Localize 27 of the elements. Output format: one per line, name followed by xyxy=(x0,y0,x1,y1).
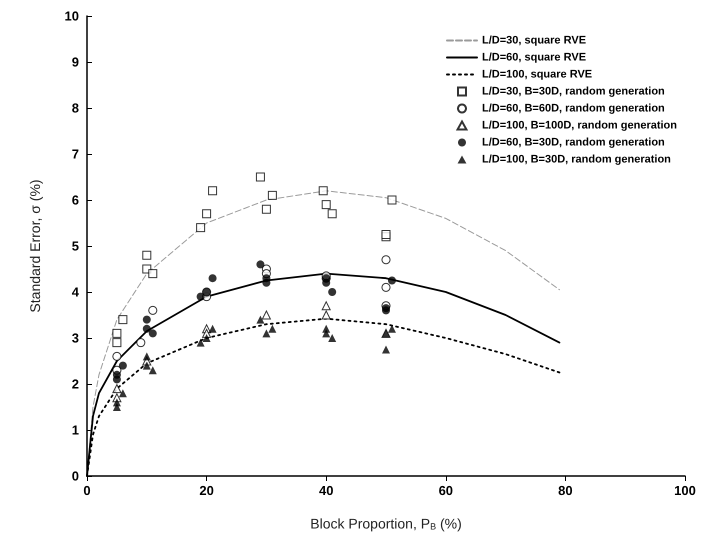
legend-label: L/D=100, square RVE xyxy=(482,68,592,80)
legend-label: L/D=60, B=60D, random generation xyxy=(482,102,666,114)
legend-label: L/D=60, square RVE xyxy=(482,52,586,64)
x-tick-label: 20 xyxy=(199,483,214,498)
y-tick-label: 5 xyxy=(72,238,79,254)
y-tick-label: 3 xyxy=(72,330,79,346)
legend-label: L/D=30, square RVE xyxy=(482,34,586,46)
x-tick-label: 0 xyxy=(83,483,91,498)
y-tick-label: 8 xyxy=(72,100,79,116)
y-axis-title: Standard Error, σ (%) xyxy=(27,179,43,313)
y-tick-label: 6 xyxy=(72,192,79,208)
y-tick-label: 4 xyxy=(72,284,80,300)
y-tick-label: 0 xyxy=(72,468,79,484)
legend-label: L/D=60, B=30D, random generation xyxy=(482,136,666,148)
legend-label: L/D=100, B=100D, random generation xyxy=(482,120,678,132)
y-tick-label: 1 xyxy=(72,422,79,438)
x-tick-label: 60 xyxy=(438,483,454,498)
legend-label: L/D=100, B=30D, random generation xyxy=(482,154,672,166)
y-tick-label: 9 xyxy=(72,54,79,70)
x-tick-label: 40 xyxy=(318,483,334,498)
x-tick-label: 80 xyxy=(558,483,573,498)
x-tick-label: 100 xyxy=(674,483,696,498)
x-axis-title: Block Proportion, PB (%) xyxy=(310,516,462,532)
y-tick-label: 10 xyxy=(64,8,79,24)
y-tick-label: 7 xyxy=(72,146,79,162)
y-tick-label: 2 xyxy=(72,376,79,392)
legend-label: L/D=30, B=30D, random generation xyxy=(482,86,666,98)
